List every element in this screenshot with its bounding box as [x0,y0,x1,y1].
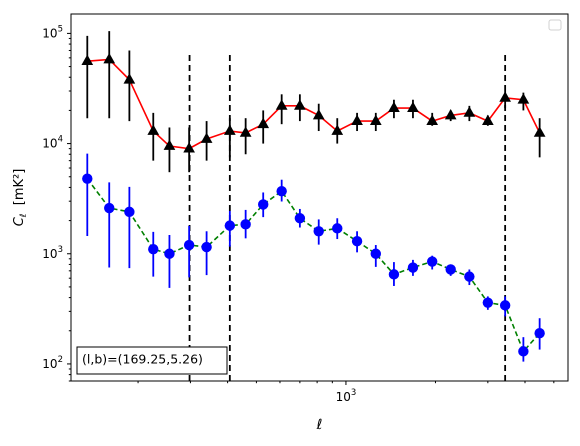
series-1-point [331,124,344,135]
annotation: (l,b)=(169.25,5.26) [76,346,228,375]
series-1-point [517,93,530,104]
series-1-point [463,106,476,117]
y-tick-label-base: 10 [42,26,57,40]
series-2-point [124,206,135,218]
x-tick-label: 103 [336,388,357,404]
series-2-point [104,202,115,214]
series-1-point [257,117,270,129]
series-1-point [369,114,382,125]
series-1-point [183,142,195,153]
y-tick-label-base: 10 [42,247,57,261]
series-2-point [82,173,93,184]
annotation-box [76,346,228,375]
series-2-point [276,185,287,197]
series-1-point [123,73,136,84]
series-1-point [312,108,325,120]
series-1-point [481,114,494,125]
annotation-text: (l,b)=(169.25,5.26) [82,352,203,367]
series-1-point [407,101,419,112]
series-2-line [86,178,541,353]
series-1-point [239,126,252,137]
y-tick-label: 104 [42,135,63,151]
series-1-point [147,124,160,135]
y-tick-label: 103 [42,245,63,261]
y-tick-label-exponent: 4 [58,135,63,145]
series-1-point [533,126,546,137]
x-tick-label-exponent: 3 [351,388,356,398]
series-1-point [163,139,176,150]
y-tick-label: 105 [42,24,63,40]
series-2-point [201,241,212,253]
y-axis-label: Cℓ [mK²] [12,169,29,227]
series-2-point [258,199,269,210]
y-tick-label-base: 10 [42,357,57,371]
series-1-point [426,114,439,125]
series-2-point [240,219,251,230]
legend-box [548,19,562,31]
series-2-point [499,300,511,311]
x-tick-label-base: 10 [336,390,351,404]
y-label-symbol: C [12,216,27,226]
y-tick-label: 102 [42,355,63,371]
series-2-point [148,243,159,255]
series-2-point [351,236,363,247]
series-1-point [294,99,306,110]
legend [548,19,562,31]
series-2-point [224,220,236,231]
series-1-point [103,52,116,64]
series-2-point [427,256,438,267]
series-2-point [183,239,195,251]
x-axis-label: ℓ [316,417,323,433]
series-2-point [332,223,343,234]
series-1-point [351,114,363,125]
y-label-subscript: ℓ [19,214,29,219]
series-1-point [223,124,236,135]
y-tick-label-base: 10 [42,137,57,151]
series-2-point [164,248,175,259]
series-2-point [294,213,306,224]
series-2-point [482,297,494,308]
series-1-point [388,101,400,112]
series-2-point [313,226,324,237]
series-1-point [499,91,511,102]
series-1-line [87,58,541,150]
series-2-point [370,248,381,259]
y-axis-label-text: Cℓ [mK²] [12,169,29,227]
y-tick-label-exponent: 2 [58,355,63,365]
series-1-point [275,99,288,110]
axes-frame [70,13,569,382]
plot-layer [81,31,546,381]
series-2-point [534,328,545,339]
series-2-point [407,262,419,273]
series-1-point [200,132,213,143]
series-1-point [81,54,94,66]
y-tick-label-exponent: 5 [58,24,63,34]
y-label-space [12,205,27,213]
series-2-point [445,264,456,275]
y-label-unit: [mK²] [12,169,27,206]
series-1-point [444,108,457,120]
series-2-point [518,346,529,357]
series-2-point [388,269,400,280]
series-2-point [464,271,475,282]
y-tick-label-exponent: 3 [58,245,63,255]
